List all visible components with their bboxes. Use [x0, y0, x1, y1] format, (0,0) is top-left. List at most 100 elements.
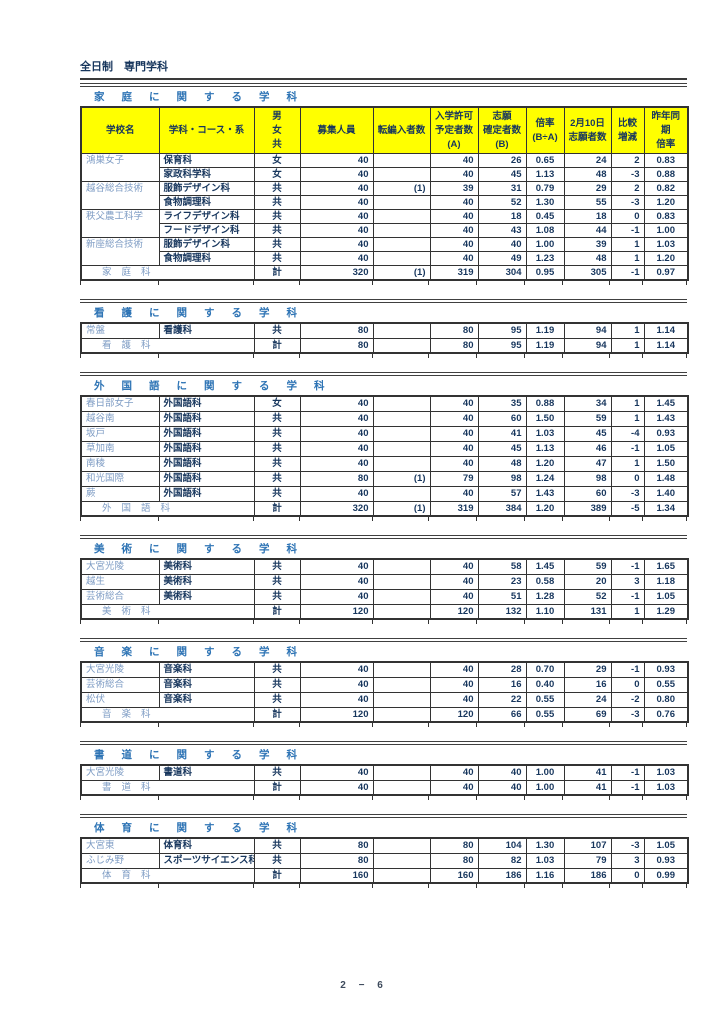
- ratio-total-cell: 1.16: [525, 868, 565, 884]
- column-stubs: [80, 517, 687, 522]
- confirmed-cell: 41: [477, 426, 527, 443]
- course-cell: 外国語科: [158, 395, 255, 413]
- admit-cell: 40: [429, 167, 479, 183]
- confirmed-cell: 49: [477, 251, 527, 267]
- data-row: 大宮光陵 美術科共 40 40 58 1.45 59 -1 1.65: [80, 558, 689, 576]
- confirmed-cell: 58: [477, 558, 527, 576]
- capacity-cell: 40: [299, 661, 374, 679]
- admit-cell: 40: [429, 237, 479, 253]
- capacity-cell: 40: [299, 209, 374, 225]
- confirmed-cell: 23: [477, 574, 527, 591]
- school-cell: 越生: [80, 574, 160, 591]
- transfer-cell: [372, 558, 431, 576]
- feb10-total-cell: 131: [563, 604, 612, 620]
- school-cell: 常盤: [80, 322, 160, 340]
- transfer-cell: [372, 426, 431, 443]
- diff-total-cell: 1: [610, 338, 645, 354]
- prev-total-cell: 0.99: [643, 868, 689, 884]
- prev-cell: 1.65: [643, 558, 689, 576]
- data-row: 家政科学科女 40 40 45 1.13 48 -3 0.88: [81, 167, 689, 183]
- school-cell: 大宮光陵: [80, 764, 160, 782]
- data-row: 越谷総合技術 服飾デザイン科共 40 (1) 39 31 0.79 29 2 0.82: [80, 181, 689, 211]
- capacity-cell: 40: [299, 441, 374, 458]
- transfer-total-cell: [372, 707, 431, 723]
- total-row: 書道科計 40 40 40 1.00 41 -1 1.03: [80, 780, 689, 796]
- gender-cell: 共: [253, 441, 301, 458]
- feb10-cell: 29: [563, 181, 612, 197]
- confirmed-cell: 60: [477, 411, 527, 428]
- gender-cell: 共: [253, 574, 301, 591]
- gender-cell: 共: [253, 661, 301, 679]
- admit-cell: 40: [429, 251, 479, 267]
- admit-cell: 80: [429, 853, 479, 870]
- capacity-cell: 40: [299, 153, 374, 169]
- data-row: 草加南 外国語科共 40 40 45 1.13 46 -1 1.05: [80, 441, 689, 458]
- diff-cell: 2: [610, 153, 645, 169]
- diff-total-cell: -3: [610, 707, 645, 723]
- course-cell: 服飾デザイン科: [158, 181, 255, 197]
- capacity-cell: 40: [299, 692, 374, 709]
- confirmed-total-cell: 66: [477, 707, 527, 723]
- gender-cell: 共: [253, 471, 301, 488]
- ratio-total-cell: 0.95: [525, 265, 565, 281]
- feb10-total-cell: 305: [563, 265, 612, 281]
- feb10-cell: 59: [563, 411, 612, 428]
- total-label: 看護科: [80, 338, 255, 354]
- gender-cell: 共: [253, 251, 301, 267]
- capacity-cell: 40: [299, 677, 374, 694]
- admit-cell: 40: [429, 486, 479, 503]
- gender-cell: 共: [253, 456, 301, 473]
- diff-cell: -1: [610, 441, 645, 458]
- capacity-cell: 40: [299, 486, 374, 503]
- course-cell: 外国語科: [158, 411, 255, 428]
- diff-cell: -2: [610, 692, 645, 709]
- ratio-cell: 0.58: [525, 574, 565, 591]
- data-row: 芸術総合 音楽科共 40 40 16 0.40 16 0 0.55: [80, 677, 689, 694]
- feb10-cell: 52: [563, 589, 612, 606]
- prev-cell: 0.83: [643, 153, 689, 169]
- prev-total-cell: 1.29: [643, 604, 689, 620]
- feb10-cell: 60: [563, 486, 612, 503]
- admit-cell: 80: [429, 837, 479, 855]
- feb10-cell: 16: [563, 677, 612, 694]
- page-number: 2 − 6: [340, 980, 384, 991]
- data-row: 坂戸 外国語科共 40 40 41 1.03 45 -4 0.93: [80, 426, 689, 443]
- capacity-cell: 40: [299, 426, 374, 443]
- school-cell: 春日部女子: [80, 395, 160, 413]
- gender-cell: 共: [253, 692, 301, 709]
- transfer-cell: [372, 411, 431, 428]
- transfer-cell: [372, 153, 431, 169]
- admit-cell: 40: [429, 195, 479, 211]
- admit-cell: 40: [429, 209, 479, 225]
- diff-total-cell: -1: [610, 265, 645, 281]
- admit-cell: 40: [429, 589, 479, 606]
- column-stubs: [80, 796, 687, 801]
- school-cell: 坂戸: [80, 426, 160, 443]
- data-row: フードデザイン科共 40 40 43 1.08 44 -1 1.00: [81, 223, 689, 239]
- capacity-cell: 40: [299, 223, 374, 239]
- diff-cell: 1: [610, 322, 645, 340]
- transfer-total-cell: [372, 780, 431, 796]
- course-cell: 食物調理科: [158, 251, 255, 267]
- diff-cell: 1: [610, 411, 645, 428]
- total-label: 音楽科: [80, 707, 255, 723]
- feb10-cell: 45: [563, 426, 612, 443]
- gender-total-cell: 計: [253, 501, 301, 517]
- page-content: 全日制 専門学科 家庭に関する学科 学校名 学科・コース・系男 女 共募集人員 転編入…: [80, 58, 689, 889]
- admit-cell: 40: [429, 661, 479, 679]
- course-cell: 看護科: [158, 322, 255, 340]
- data-table: 大宮東 体育科共 80 80 104 1.30 107 -3 1.05 ふじみ野 スポーツサイエンス…: [80, 837, 689, 885]
- data-row: 食物調理科共 40 40 49 1.23 48 1 1.20: [81, 251, 689, 267]
- transfer-cell: [372, 441, 431, 458]
- course-cell: 音楽科: [158, 677, 255, 694]
- transfer-cell: (1): [372, 471, 431, 488]
- prev-cell: 1.05: [643, 441, 689, 458]
- header-cell-feb10: 2月10日 志願者数: [563, 106, 612, 155]
- confirmed-cell: 40: [477, 237, 527, 253]
- header-cell-confirmed: 志願 確定者数 (B): [477, 106, 527, 155]
- total-label: 美術科: [80, 604, 255, 620]
- section-title: 音楽に関する学科: [80, 638, 687, 661]
- confirmed-cell: 48: [477, 456, 527, 473]
- course-cell: 体育科: [158, 837, 255, 855]
- transfer-cell: [372, 456, 431, 473]
